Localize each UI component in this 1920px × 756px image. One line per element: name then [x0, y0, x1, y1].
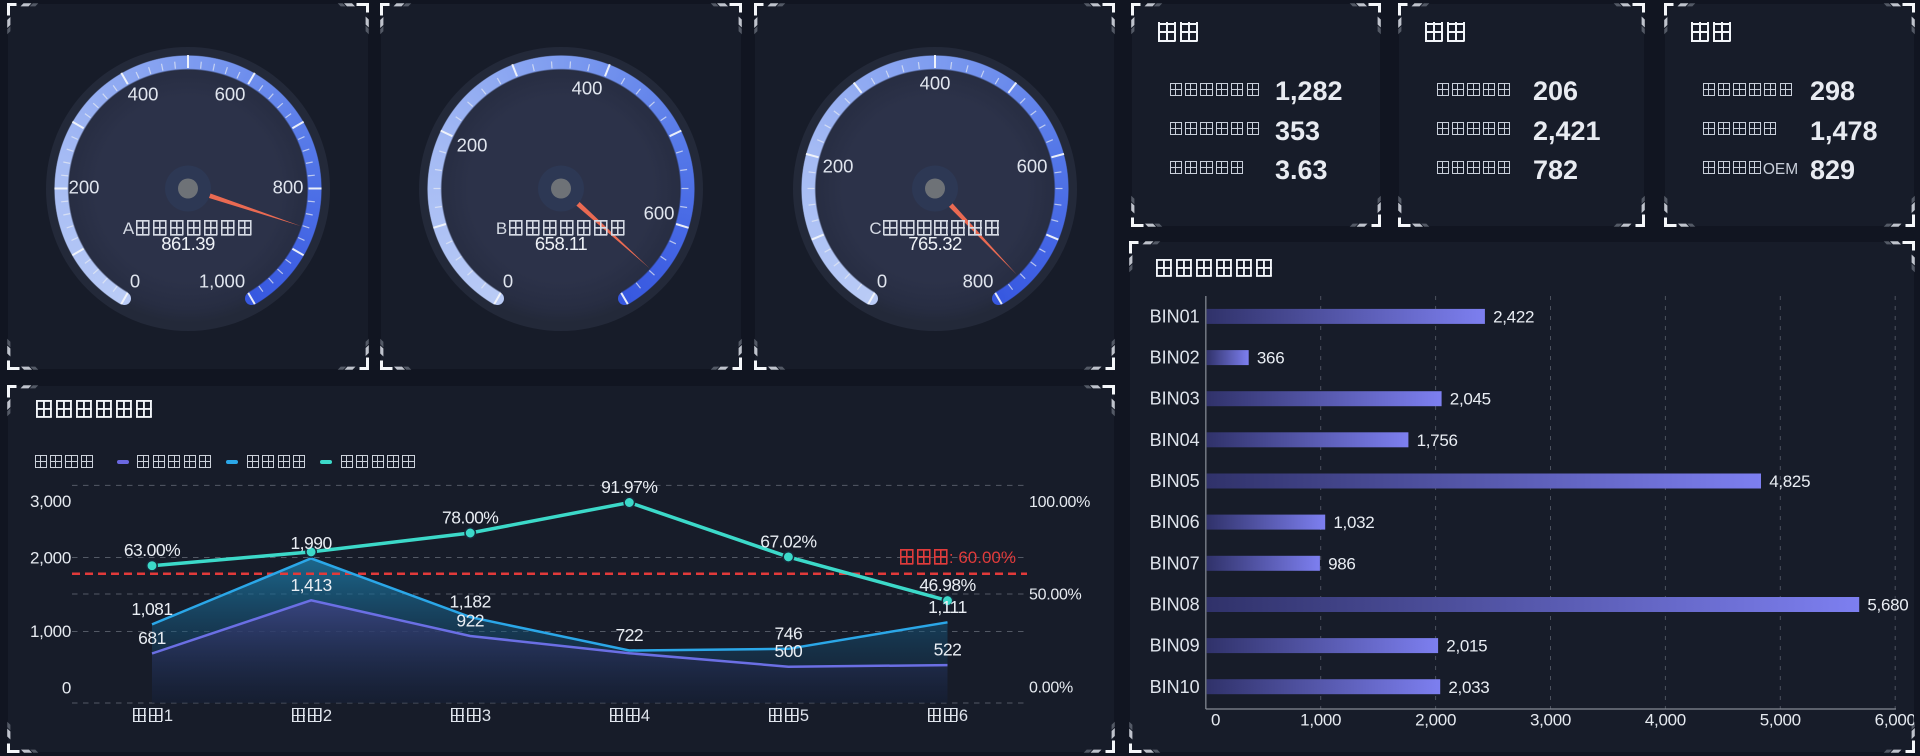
svg-text:0: 0 [62, 678, 71, 697]
svg-text:2,015: 2,015 [1446, 637, 1487, 656]
svg-text:0: 0 [503, 271, 513, 292]
svg-text:400: 400 [572, 78, 603, 99]
svg-text:1,081: 1,081 [131, 599, 172, 619]
svg-text:722: 722 [615, 625, 643, 645]
svg-text:0: 0 [1211, 710, 1220, 729]
svg-text:2,045: 2,045 [1450, 390, 1491, 409]
svg-text:200: 200 [69, 177, 100, 198]
svg-text:100.00%: 100.00% [1029, 494, 1090, 511]
svg-text:2,000: 2,000 [30, 549, 71, 568]
svg-text:BIN01: BIN01 [1150, 306, 1200, 326]
svg-text:1,413: 1,413 [290, 575, 331, 595]
svg-text:4,000: 4,000 [1645, 710, 1686, 729]
svg-text:0: 0 [877, 271, 887, 292]
svg-text:BIN07: BIN07 [1150, 553, 1200, 573]
svg-text:50.00%: 50.00% [1029, 587, 1082, 604]
svg-text:600: 600 [644, 203, 675, 224]
svg-text:6,000: 6,000 [1875, 710, 1914, 729]
svg-text:BIN09: BIN09 [1150, 636, 1200, 656]
svg-text:0: 0 [130, 271, 140, 292]
svg-text:BIN04: BIN04 [1150, 430, 1200, 450]
svg-text:46.98%: 46.98% [919, 575, 975, 595]
svg-text:2,422: 2,422 [1493, 307, 1534, 326]
svg-text:91.97%: 91.97% [601, 477, 657, 497]
svg-text:922: 922 [456, 611, 484, 631]
svg-text:200: 200 [457, 135, 488, 156]
svg-text:800: 800 [273, 177, 304, 198]
svg-text:3,000: 3,000 [30, 492, 71, 511]
svg-text:3,000: 3,000 [1530, 710, 1571, 729]
svg-text:4,825: 4,825 [1769, 472, 1810, 491]
svg-text:BIN03: BIN03 [1150, 389, 1200, 409]
svg-text:63.00%: 63.00% [124, 540, 180, 560]
svg-text:600: 600 [215, 84, 246, 105]
svg-text:1,000: 1,000 [30, 622, 71, 641]
svg-text:BIN05: BIN05 [1150, 471, 1200, 491]
svg-text:658.11: 658.11 [535, 233, 587, 254]
svg-text:1,000: 1,000 [199, 271, 245, 292]
svg-text:1,111: 1,111 [928, 597, 967, 617]
svg-text:1,182: 1,182 [450, 592, 491, 612]
svg-text:200: 200 [823, 156, 854, 177]
svg-text:400: 400 [128, 84, 159, 105]
svg-text:522: 522 [934, 640, 962, 660]
svg-text:78.00%: 78.00% [442, 508, 498, 528]
svg-text:67.02%: 67.02% [760, 531, 816, 551]
svg-text:BIN10: BIN10 [1150, 677, 1200, 697]
svg-text:5,680: 5,680 [1867, 596, 1908, 615]
svg-text:0.00%: 0.00% [1029, 680, 1073, 697]
svg-text:746: 746 [775, 623, 803, 643]
svg-text:1,000: 1,000 [1300, 710, 1341, 729]
svg-text:BIN02: BIN02 [1150, 348, 1200, 368]
svg-text:681: 681 [138, 628, 166, 648]
svg-text:400: 400 [920, 73, 951, 94]
svg-text:2,033: 2,033 [1448, 678, 1489, 697]
svg-text:BIN06: BIN06 [1150, 512, 1200, 532]
svg-text:861.39: 861.39 [161, 233, 215, 254]
svg-text:765.32: 765.32 [908, 233, 962, 254]
svg-text:BIN08: BIN08 [1150, 595, 1200, 615]
svg-text:5,000: 5,000 [1760, 710, 1801, 729]
svg-text:986: 986 [1328, 554, 1355, 573]
svg-text:1,032: 1,032 [1333, 513, 1374, 532]
svg-text:800: 800 [963, 271, 994, 292]
svg-text:1,990: 1,990 [290, 533, 332, 553]
svg-text:366: 366 [1257, 349, 1284, 368]
svg-text:2,000: 2,000 [1415, 710, 1456, 729]
svg-text:500: 500 [775, 641, 803, 661]
svg-text:600: 600 [1017, 156, 1048, 177]
svg-text:1,756: 1,756 [1417, 431, 1458, 450]
